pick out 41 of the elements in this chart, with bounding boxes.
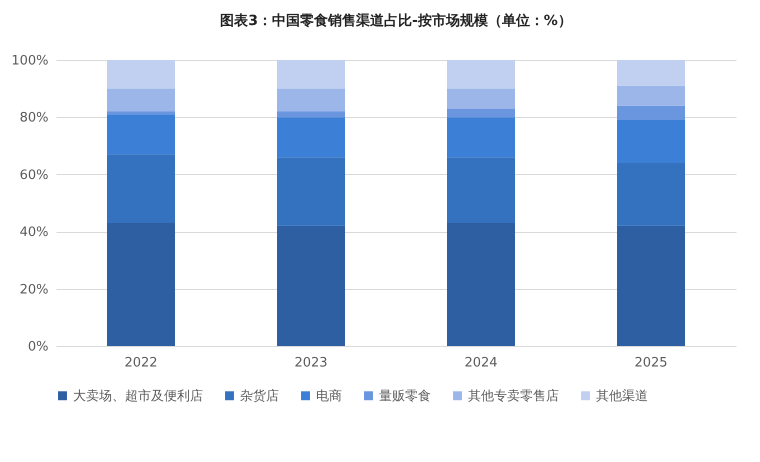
bar [617,86,685,106]
y-tick-label: 80% [20,110,48,126]
bar [617,226,685,346]
y-tick-label: 100% [11,54,48,68]
bar [277,88,345,112]
bar [617,60,685,86]
bar [107,114,175,154]
bar [447,88,515,109]
bar [107,111,175,114]
legend-label: 其他渠道 [596,388,648,404]
legend-label: 电商 [316,388,342,404]
bar [617,120,685,163]
y-tick-label: 40% [20,225,48,240]
bar [277,157,345,226]
x-tick-label: 2024 [464,356,498,370]
bar [447,117,515,158]
bar [447,108,515,118]
legend-label: 其他专卖零售店 [468,388,559,404]
x-tick-label: 2025 [634,356,668,370]
bar [107,154,175,224]
bar [277,111,345,118]
y-tick-label: 0% [28,340,48,354]
bar [447,157,515,224]
x-tick-label: 2022 [124,356,158,370]
legend-label: 量贩零食 [379,388,431,404]
bar [277,117,345,158]
bar [107,223,175,346]
bar [107,60,175,89]
y-tick-label: 20% [20,282,48,298]
bar [107,88,175,112]
legend-label: 杂货店 [240,388,279,404]
legend-label: 大卖场、超市及便利店 [73,388,203,404]
bar [447,60,515,89]
x-tick-label: 2023 [294,356,328,370]
chart-title: 图表3：中国零食销售渠道占比-按市场规模（单位：%） [220,12,572,29]
bar [617,106,685,120]
bar [277,226,345,346]
bar [617,162,685,226]
y-tick-label: 60% [20,168,48,183]
bar [447,223,515,346]
bar [277,60,345,89]
